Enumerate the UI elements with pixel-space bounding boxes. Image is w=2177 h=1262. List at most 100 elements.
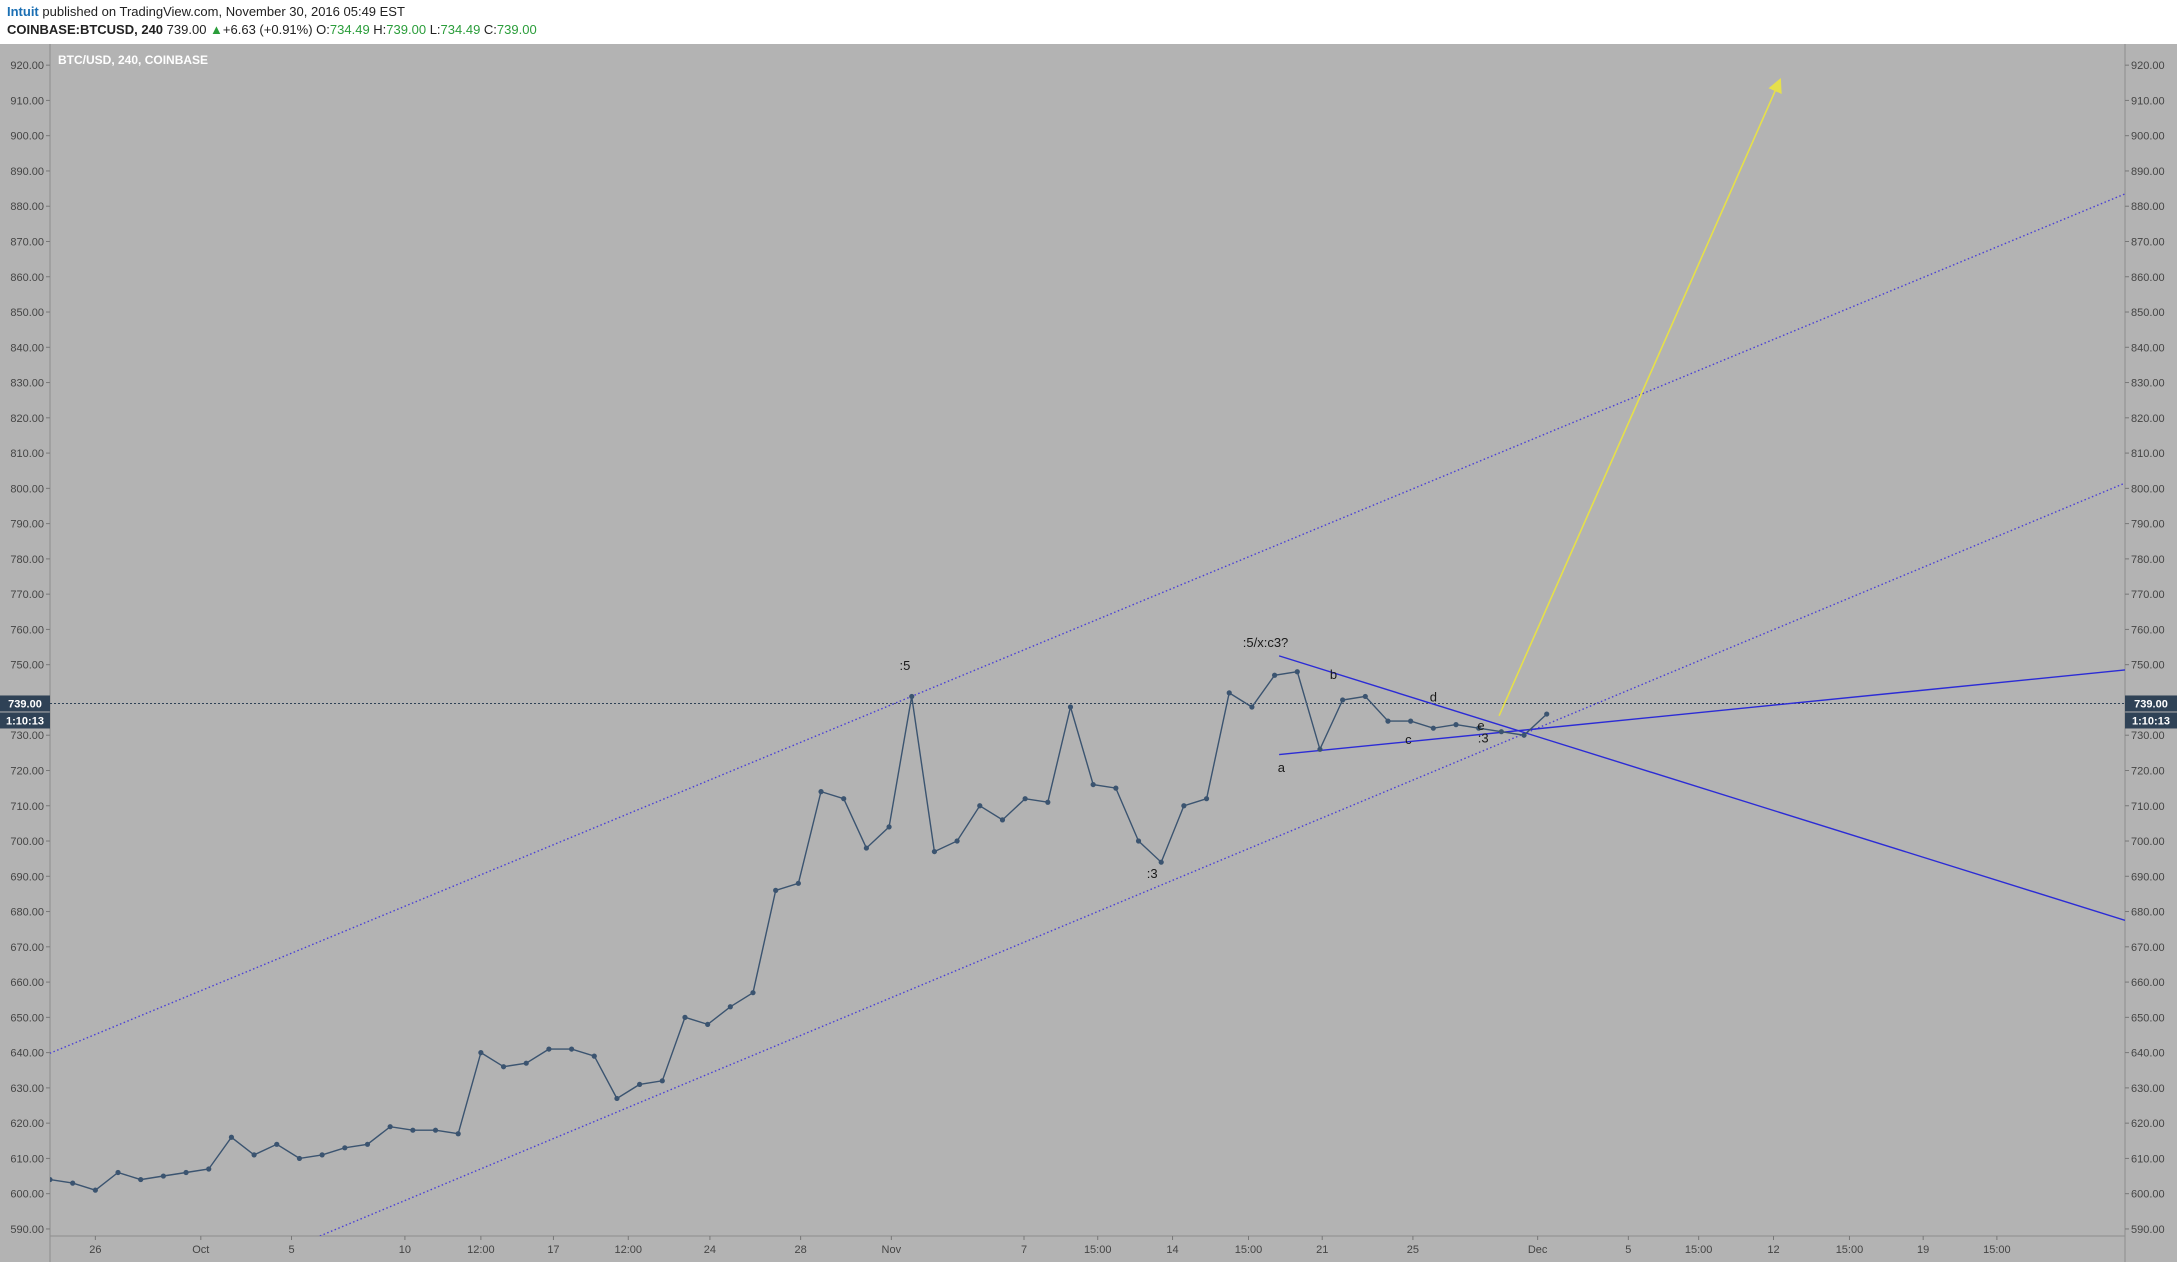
series-point <box>841 796 847 802</box>
price-tag-label: 739.00 <box>2134 698 2168 710</box>
y-tick-label: 870.00 <box>2131 236 2165 248</box>
x-tick-label: 15:00 <box>1685 1244 1713 1256</box>
x-tick-label: 12:00 <box>615 1244 643 1256</box>
author-name[interactable]: Intuit <box>7 4 39 19</box>
plot-area[interactable] <box>50 44 2125 1236</box>
y-tick-label: 650.00 <box>2131 1012 2165 1024</box>
y-tick-label: 670.00 <box>2131 942 2165 954</box>
y-tick-label: 900.00 <box>2131 131 2165 143</box>
wave-label: :5/x:c3? <box>1243 635 1289 650</box>
left-price-axis[interactable] <box>0 44 50 1262</box>
y-tick-label: 850.00 <box>2131 307 2165 319</box>
price-tag <box>2125 695 2177 712</box>
series-point <box>342 1145 348 1151</box>
y-tick-label: 720.00 <box>10 765 44 777</box>
series-point <box>954 838 960 844</box>
y-tick-label: 890.00 <box>10 166 44 178</box>
x-tick-label: 26 <box>89 1244 101 1256</box>
series-point <box>1249 704 1255 710</box>
y-tick-label: 720.00 <box>2131 765 2165 777</box>
trendline-channel-upper <box>50 193 2125 1054</box>
y-tick-label: 800.00 <box>2131 483 2165 495</box>
y-tick-label: 600.00 <box>2131 1189 2165 1201</box>
series-point <box>999 817 1006 823</box>
y-tick-label: 770.00 <box>10 589 44 601</box>
series-point <box>455 1131 461 1137</box>
series-point <box>727 1004 733 1010</box>
y-tick-label: 760.00 <box>10 624 44 636</box>
x-tick-label: Oct <box>192 1244 209 1256</box>
y-tick-label: 660.00 <box>10 977 44 989</box>
y-tick-label: 630.00 <box>10 1083 44 1095</box>
y-tick-label: 870.00 <box>10 236 44 248</box>
y-tick-label: 810.00 <box>2131 448 2165 460</box>
y-tick-label: 830.00 <box>2131 378 2165 390</box>
series-point <box>296 1155 303 1162</box>
close-value: 739.00 <box>496 22 537 37</box>
y-tick-label: 640.00 <box>10 1048 44 1060</box>
y-tick-label: 880.00 <box>2131 201 2165 213</box>
series-point <box>1430 725 1436 731</box>
series-point <box>1544 711 1550 717</box>
published-text: published on TradingView.com, November 3… <box>38 4 405 19</box>
x-tick-label: 10 <box>399 1244 411 1256</box>
y-tick-label: 750.00 <box>2131 660 2165 672</box>
time-axis[interactable] <box>50 1236 2125 1262</box>
y-tick-label: 860.00 <box>10 272 44 284</box>
series-point <box>659 1078 665 1084</box>
x-tick-label: 15:00 <box>1084 1244 1112 1256</box>
wave-label: d <box>1430 690 1437 705</box>
series-point <box>478 1050 484 1056</box>
series-point <box>546 1046 552 1052</box>
time-axis-labels: 26 Oct 5 10 12:00 17 12:00 24 28 Nov 7 15:00 14 15:00… <box>89 1236 2011 1256</box>
x-tick-label: 24 <box>704 1244 716 1256</box>
high-label: H: <box>373 22 387 37</box>
series-point <box>1181 803 1187 809</box>
series-point <box>1317 746 1323 752</box>
y-tick-label: 710.00 <box>2131 801 2165 813</box>
wave-label: :3 <box>1147 866 1158 881</box>
countdown-label: 1:10:13 <box>2132 715 2170 727</box>
x-tick-label: 5 <box>1625 1244 1631 1256</box>
series-point <box>1408 718 1414 724</box>
series-point <box>115 1169 121 1176</box>
y-tick-label: 620.00 <box>10 1118 44 1130</box>
series-point <box>1340 697 1346 703</box>
series-point <box>1022 796 1028 802</box>
series-point <box>1158 859 1164 865</box>
series-point <box>364 1141 371 1147</box>
y-tick-label: 920.00 <box>2131 60 2165 72</box>
series-point <box>682 1014 688 1020</box>
price-chart[interactable]: 590.00 600.00 610.00 620.00 630.00 640.00 650.… <box>0 44 2177 1262</box>
series-point <box>1362 693 1368 700</box>
chart-header: Intuit published on TradingView.com, Nov… <box>0 0 2177 44</box>
wave-label: a <box>1278 760 1286 775</box>
series-point <box>228 1134 235 1140</box>
series-point <box>1271 672 1278 678</box>
series-point <box>1045 799 1051 805</box>
y-tick-label: 750.00 <box>10 660 44 672</box>
y-tick-label: 770.00 <box>2131 589 2165 601</box>
wave-label: b <box>1330 667 1337 682</box>
right-price-axis[interactable] <box>2125 44 2177 1262</box>
series-point <box>1453 722 1459 728</box>
series-point <box>614 1095 620 1102</box>
countdown-tag <box>0 712 50 729</box>
open-value: 734.49 <box>329 22 370 37</box>
last-price: 739.00 <box>166 22 207 37</box>
y-tick-label: 800.00 <box>10 483 44 495</box>
x-tick-label: 25 <box>1407 1244 1419 1256</box>
series-point <box>523 1060 529 1066</box>
chart-legend: BTC/USD, 240, COINBASE <box>58 53 208 67</box>
series-point <box>637 1081 643 1087</box>
y-tick-label: 900.00 <box>10 131 44 143</box>
y-tick-label: 860.00 <box>2131 272 2165 284</box>
y-tick-label: 730.00 <box>10 730 44 742</box>
series-point <box>183 1169 189 1176</box>
x-tick-label: 19 <box>1917 1244 1929 1256</box>
y-tick-label: 590.00 <box>10 1224 44 1236</box>
up-arrow-icon: ▲ <box>210 22 223 37</box>
y-tick-label: 780.00 <box>10 554 44 566</box>
series-point <box>568 1046 575 1052</box>
y-tick-label: 910.00 <box>10 95 44 107</box>
